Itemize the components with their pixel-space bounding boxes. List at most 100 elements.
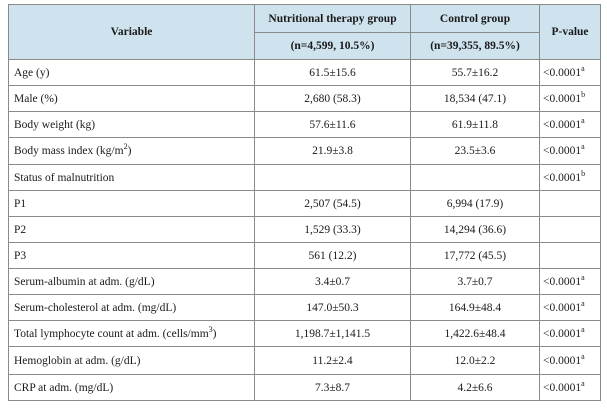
nutritional-group-value: 11.2±2.4 <box>254 346 411 375</box>
p-value-cell <box>539 242 601 269</box>
header-control-group: Control group <box>410 4 540 33</box>
nutritional-group-value: 1,198.7±1,141.5 <box>254 320 411 347</box>
variable-label: Body mass index (kg/m <box>14 145 124 157</box>
table-row: P2 1,529 (33.3) 14,294 (36.6) <box>8 216 601 243</box>
p-value-cell: <0.0001a <box>539 137 601 165</box>
variable-cell: Serum-cholesterol at adm. (mg/dL) <box>8 294 255 321</box>
control-group-value: 18,534 (47.1) <box>410 85 540 112</box>
p-value-footnote-mark: a <box>581 351 585 361</box>
variable-label: Body weight (kg) <box>14 118 96 131</box>
control-group-value: 1,422.6±48.4 <box>410 320 540 347</box>
table-row: Male (%) 2,680 (58.3) 18,534 (47.1) <0.0001… <box>8 85 601 112</box>
variable-cell: Male (%) <box>8 85 255 112</box>
nutritional-group-value: 147.0±50.3 <box>254 294 411 321</box>
p-value-footnote-mark: a <box>581 272 585 282</box>
control-group-value: 14,294 (36.6) <box>410 216 540 243</box>
p-value-footnote-mark: a <box>581 378 585 388</box>
table-row: Body weight (kg) 57.6±11.6 61.9±11.8 <0.000… <box>8 111 601 138</box>
nutritional-group-value: 7.3±8.7 <box>254 374 411 401</box>
variable-cell: P3 <box>8 242 255 269</box>
table-row: Serum-cholesterol at adm. (mg/dL) 147.0±5… <box>8 294 601 321</box>
table-body: Age (y) 61.5±15.6 55.7±16.2 <0.0001a Male (%… <box>8 59 601 401</box>
unit-superscript: 3 <box>208 324 213 334</box>
table-row: Total lymphocyte count at adm. (cells/mm… <box>8 320 601 347</box>
label-suffix: ) <box>212 327 217 340</box>
control-group-value <box>410 164 540 191</box>
variable-label: CRP at adm. (mg/dL) <box>14 381 114 394</box>
p-value-cell <box>539 190 601 217</box>
p-value: <0.0001 <box>543 301 582 314</box>
variable-cell: Body mass index (kg/m2) <box>8 137 255 165</box>
p-value-cell: <0.0001b <box>539 85 601 112</box>
nutritional-group-value <box>254 164 411 191</box>
p-value: <0.0001 <box>543 118 582 131</box>
control-group-value: 61.9±11.8 <box>410 111 540 138</box>
p-value: <0.0001 <box>543 381 582 394</box>
p-value-cell: <0.0001a <box>539 294 601 321</box>
header-p-value: P-value <box>539 4 601 60</box>
variable-cell: Age (y) <box>8 59 255 86</box>
table-row: P3 561 (12.2) 17,772 (45.5) <box>8 242 601 269</box>
table-row: Body mass index (kg/m2) 21.9±3.8 23.5±3.6 <… <box>8 137 601 165</box>
characteristics-table-container: Variable Nutritional therapy group Contr… <box>8 4 601 401</box>
control-group-value: 164.9±48.4 <box>410 294 540 321</box>
variable-cell: Hemoglobin at adm. (g/dL) <box>8 346 255 375</box>
variable-cell: P2 <box>8 216 255 243</box>
p-value: <0.0001 <box>543 145 582 157</box>
variable-cell: Body weight (kg) <box>8 111 255 138</box>
header-variable: Variable <box>8 4 255 60</box>
p-value-footnote-mark: b <box>581 89 586 99</box>
characteristics-table: Variable Nutritional therapy group Contr… <box>8 4 601 401</box>
nutritional-group-value: 3.4±0.7 <box>254 268 411 295</box>
table-row: Age (y) 61.5±15.6 55.7±16.2 <0.0001a <box>8 59 601 86</box>
unit-superscript: 2 <box>123 142 128 152</box>
nutritional-group-value: 1,529 (33.3) <box>254 216 411 243</box>
table-header: Variable Nutritional therapy group Contr… <box>8 4 601 60</box>
p-value: <0.0001 <box>543 354 582 367</box>
header-control-n: (n=39,355, 89.5%) <box>410 32 540 60</box>
variable-cell: Total lymphocyte count at adm. (cells/mm… <box>8 320 255 347</box>
nutritional-group-value: 21.9±3.8 <box>254 137 411 165</box>
p-value-footnote-mark: b <box>581 168 586 178</box>
variable-label: Status of malnutrition <box>14 171 115 184</box>
control-group-value: 4.2±6.6 <box>410 374 540 401</box>
header-nutritional-group: Nutritional therapy group <box>254 4 411 33</box>
control-group-value: 12.0±2.2 <box>410 346 540 375</box>
p-value: <0.0001 <box>543 66 582 79</box>
variable-label: Serum-albumin at adm. (g/dL) <box>14 275 155 288</box>
p-value: <0.0001 <box>543 327 582 340</box>
nutritional-group-value: 2,507 (54.5) <box>254 190 411 217</box>
p-value-footnote-mark: a <box>581 324 585 334</box>
p-value-footnote-mark: a <box>581 63 585 73</box>
control-group-value: 23.5±3.6 <box>410 137 540 165</box>
control-group-value: 3.7±0.7 <box>410 268 540 295</box>
variable-label: Male (%) <box>14 92 58 105</box>
header-nutritional-n: (n=4,599, 10.5%) <box>254 32 411 60</box>
variable-label: Total lymphocyte count at adm. (cells/mm <box>14 327 209 340</box>
p-value: <0.0001 <box>543 275 582 288</box>
variable-label: P1 <box>14 197 27 210</box>
p-value-footnote-mark: a <box>581 298 585 308</box>
nutritional-group-value: 561 (12.2) <box>254 242 411 269</box>
table-row: Serum-albumin at adm. (g/dL) 3.4±0.7 3.7±0… <box>8 268 601 295</box>
nutritional-group-value: 61.5±15.6 <box>254 59 411 86</box>
label-suffix: ) <box>127 145 132 157</box>
table-row: Hemoglobin at adm. (g/dL) 11.2±2.4 12.0±2.… <box>8 346 601 375</box>
table-row: CRP at adm. (mg/dL) 7.3±8.7 4.2±6.6 <0.0001… <box>8 374 601 401</box>
p-value-cell: <0.0001a <box>539 374 601 401</box>
variable-label: Serum-cholesterol at adm. (mg/dL) <box>14 301 177 314</box>
p-value-cell <box>539 216 601 243</box>
table-row: P1 2,507 (54.5) 6,994 (17.9) <box>8 190 601 217</box>
variable-cell: P1 <box>8 190 255 217</box>
p-value-cell: <0.0001a <box>539 59 601 86</box>
control-group-value: 17,772 (45.5) <box>410 242 540 269</box>
p-value: <0.0001 <box>543 92 582 105</box>
p-value-cell: <0.0001a <box>539 268 601 295</box>
nutritional-group-value: 57.6±11.6 <box>254 111 411 138</box>
variable-cell: Serum-albumin at adm. (g/dL) <box>8 268 255 295</box>
p-value-cell: <0.0001a <box>539 111 601 138</box>
nutritional-group-value: 2,680 (58.3) <box>254 85 411 112</box>
p-value-cell: <0.0001a <box>539 346 601 375</box>
p-value-footnote-mark: a <box>581 142 585 152</box>
variable-cell: CRP at adm. (mg/dL) <box>8 374 255 401</box>
